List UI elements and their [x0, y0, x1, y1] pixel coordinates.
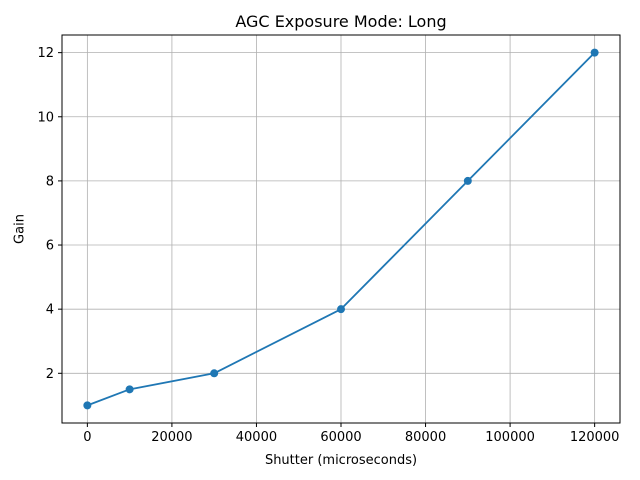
- x-tick-label: 80000: [405, 430, 446, 445]
- y-tick-label: 8: [46, 174, 54, 189]
- x-tick-label: 60000: [320, 430, 361, 445]
- x-tick-label: 40000: [236, 430, 277, 445]
- x-tick-label: 120000: [570, 430, 620, 445]
- x-axis-label: Shutter (microseconds): [264, 453, 418, 468]
- data-point-marker: [210, 369, 219, 378]
- data-point-marker: [83, 401, 92, 410]
- y-tick-label: 12: [37, 46, 54, 61]
- y-tick-label: 10: [37, 110, 54, 125]
- chart-title: AGC Exposure Mode: Long: [235, 12, 447, 31]
- data-point-marker: [463, 176, 472, 185]
- x-tick-label: 20000: [151, 430, 192, 445]
- data-point-marker: [337, 305, 345, 314]
- data-point-marker: [125, 385, 134, 394]
- x-tick-label: 100000: [485, 430, 535, 445]
- x-tick-label: 0: [83, 430, 91, 445]
- y-tick-label: 2: [46, 367, 54, 382]
- data-point-marker: [590, 48, 599, 57]
- data-line: [86, 51, 596, 407]
- y-tick-label: 6: [46, 239, 54, 254]
- y-tick-label: 4: [46, 303, 54, 318]
